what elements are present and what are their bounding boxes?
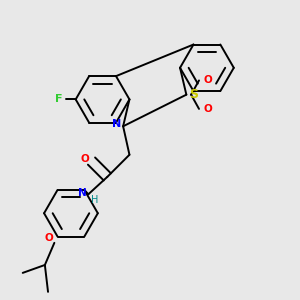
Text: F: F: [55, 94, 62, 104]
Text: O: O: [80, 154, 89, 164]
Text: S: S: [189, 88, 198, 100]
Text: O: O: [203, 104, 212, 114]
Text: O: O: [45, 233, 54, 243]
Text: N: N: [112, 119, 121, 129]
Text: H: H: [91, 195, 98, 205]
Text: N: N: [78, 188, 87, 198]
Text: O: O: [203, 75, 212, 85]
